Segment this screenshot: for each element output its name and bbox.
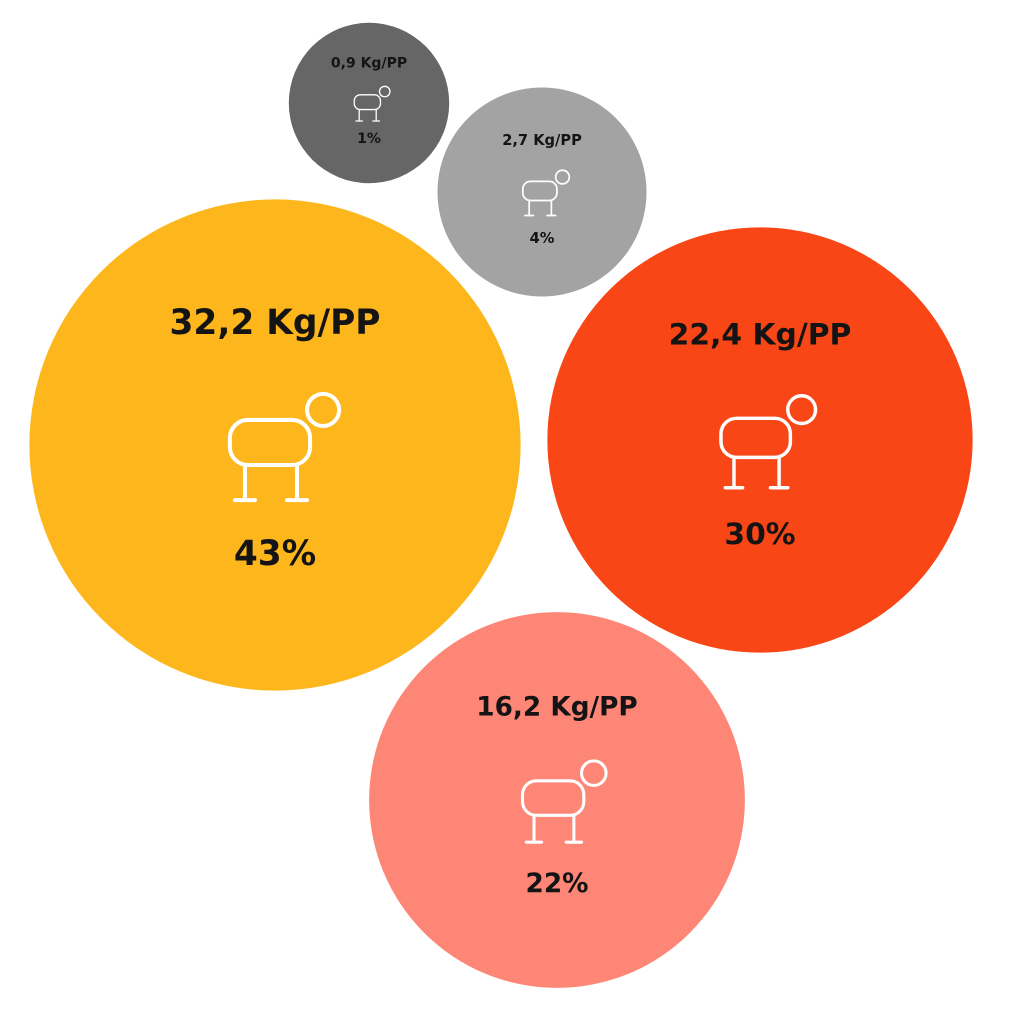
icon-head <box>786 393 818 426</box>
weight-label: 32,2 Kg/PP <box>170 303 381 343</box>
animal-icon <box>521 169 571 217</box>
icon-head <box>580 759 608 787</box>
animal-icon <box>227 391 342 503</box>
weight-label: 0,9 Kg/PP <box>331 56 407 72</box>
icon-body <box>521 180 558 202</box>
bubble <box>29 199 521 691</box>
icon-head <box>378 85 391 98</box>
share-label: 1% <box>357 131 381 147</box>
icon-body <box>520 779 586 817</box>
icon-body <box>719 416 793 460</box>
animal-icon <box>520 759 608 844</box>
bubble <box>288 22 450 184</box>
icon-body <box>227 417 313 468</box>
weight-label: 16,2 Kg/PP <box>476 692 637 722</box>
share-label: 22% <box>526 869 589 899</box>
bubble <box>369 612 745 988</box>
weight-label: 2,7 Kg/PP <box>502 132 582 149</box>
share-label: 30% <box>724 517 795 552</box>
weight-label: 22,4 Kg/PP <box>669 317 852 352</box>
animal-icon <box>353 85 391 122</box>
icon-head <box>305 391 342 428</box>
icon-head <box>554 169 571 185</box>
icon-body <box>353 94 382 111</box>
share-label: 4% <box>530 230 555 247</box>
bubble <box>547 227 973 653</box>
animal-icon <box>719 393 818 490</box>
share-label: 43% <box>234 534 316 574</box>
bubble <box>437 87 647 297</box>
